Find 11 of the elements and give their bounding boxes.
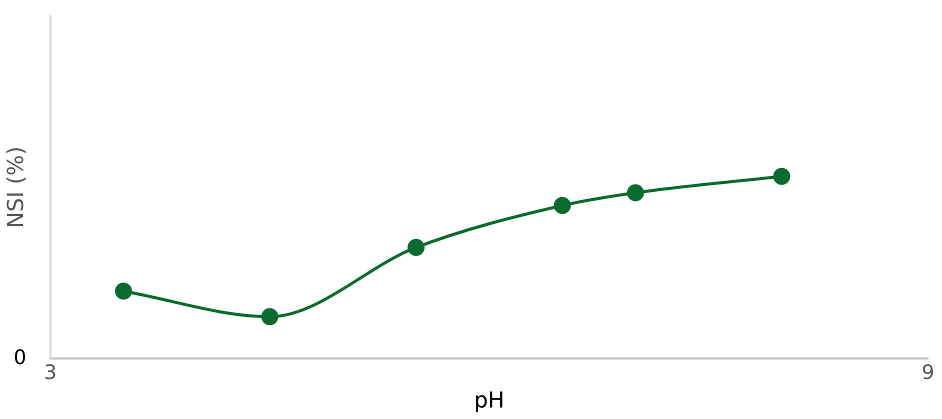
point	[626, 184, 644, 202]
point	[408, 238, 425, 256]
y-axis-title: NSI (%)	[4, 146, 29, 228]
text: 0	[14, 344, 26, 369]
x-tick-label: 3	[44, 360, 57, 384]
point	[773, 168, 790, 185]
point	[554, 197, 571, 214]
x-tick-label: 9	[922, 360, 934, 384]
point	[115, 282, 132, 300]
point	[261, 308, 278, 326]
x-axis-title: pH	[474, 388, 504, 414]
